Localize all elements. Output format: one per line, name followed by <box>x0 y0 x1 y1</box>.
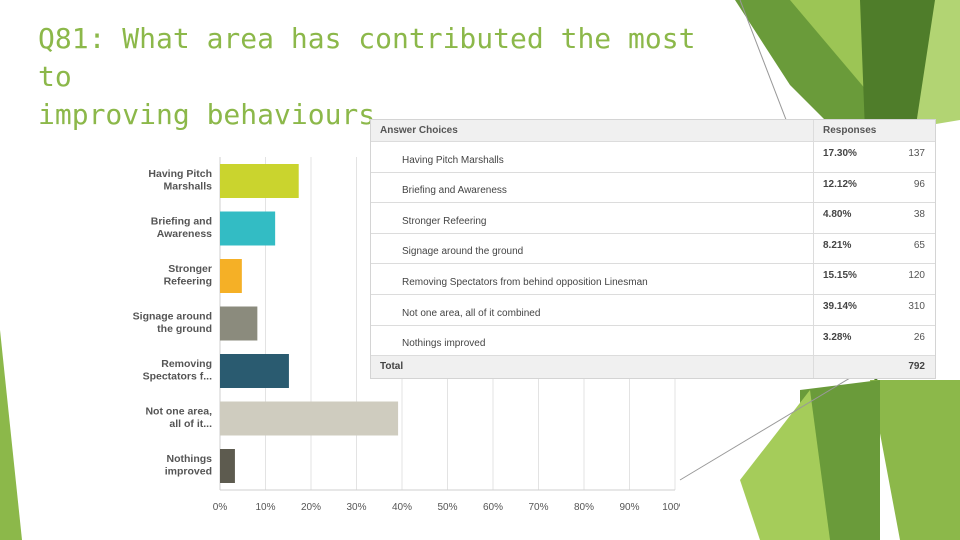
response-count: 120 <box>908 270 925 282</box>
x-tick-label: 90% <box>619 502 639 513</box>
category-label-line: the ground <box>157 323 212 335</box>
response-percent: 8.21% <box>823 239 852 251</box>
deco-left-triangle <box>0 330 22 540</box>
deco-right-lower <box>870 380 960 540</box>
response-percent: 4.80% <box>823 209 852 221</box>
bar <box>220 306 258 341</box>
table-row: Not one area, all of it combined 39.14% 31… <box>371 295 935 326</box>
category-label: Nothings improved <box>165 453 212 478</box>
category-label-line: Having Pitch <box>148 168 212 180</box>
answer-choice: Stronger Refeering <box>402 215 487 227</box>
x-tick-label: 20% <box>301 502 321 513</box>
total-value: 792 <box>908 361 925 372</box>
category-label-line: Briefing and <box>151 216 212 228</box>
bar <box>220 211 276 246</box>
response-count: 310 <box>908 301 925 312</box>
bar <box>220 164 299 198</box>
response-count: 137 <box>908 148 925 159</box>
table-header-row: Answer Choices Responses <box>371 120 935 142</box>
response-count: 65 <box>913 239 925 251</box>
category-label: Briefing and Awareness <box>151 216 212 241</box>
category-label-line: Stronger <box>168 263 212 275</box>
category-label-line: Signage around <box>133 311 212 323</box>
response-percent: 15.15% <box>823 270 857 282</box>
x-tick-label: 50% <box>437 502 457 513</box>
x-tick-label: 0% <box>213 502 228 513</box>
response-count: 26 <box>913 331 925 343</box>
response-percent: 39.14% <box>823 301 857 312</box>
table-total-row: Total 792 <box>371 356 935 378</box>
deco-line <box>679 359 881 481</box>
response-count: 96 <box>913 178 925 190</box>
category-label-line: Nothings <box>167 453 213 465</box>
answer-choice: Removing Spectators from behind oppositi… <box>402 276 648 288</box>
answer-choice: Not one area, all of it combined <box>402 307 541 319</box>
category-label-line: improved <box>165 466 212 478</box>
total-label: Total <box>380 361 404 372</box>
bar <box>220 449 235 483</box>
table-row: Stronger Refeering 4.80% 38 <box>371 203 935 234</box>
category-label: Stronger Refeering <box>164 263 212 288</box>
category-label-line: Removing <box>161 358 212 370</box>
table-row: Briefing and Awareness 12.12% 96 <box>371 172 935 204</box>
response-percent: 17.30% <box>823 148 857 159</box>
x-tick-label: 70% <box>528 502 548 513</box>
category-label-line: Awareness <box>157 228 212 240</box>
category-label: Removing Spectators f... <box>143 358 213 383</box>
response-percent: 3.28% <box>823 331 852 343</box>
header-answer-choices: Answer Choices <box>380 125 458 136</box>
x-tick-label: 80% <box>574 502 594 513</box>
x-tick-label: 60% <box>483 502 503 513</box>
slide-title-line2: improving behaviours <box>38 98 376 131</box>
bar <box>220 354 289 388</box>
header-responses: Responses <box>823 125 877 136</box>
table-row: Signage around the ground 8.21% 65 <box>371 233 935 265</box>
deco-line <box>739 0 791 131</box>
x-tick-label: 30% <box>346 502 366 513</box>
table-row: Nothings improved 3.28% 26 <box>371 325 935 357</box>
answer-choice: Signage around the ground <box>402 246 524 258</box>
deco-bottom-light <box>740 390 830 540</box>
x-tick-label: 100% <box>662 502 680 513</box>
answer-choice: Nothings improved <box>402 338 486 350</box>
table-row: Having Pitch Marshalls 17.30% 137 <box>371 142 935 173</box>
slide-title: Q81: What area has contributed the most … <box>38 20 718 134</box>
bar <box>220 259 242 293</box>
category-label-line: Not one area, <box>145 406 212 418</box>
bar <box>220 401 399 436</box>
category-label-line: Marshalls <box>164 181 213 193</box>
x-tick-label: 10% <box>255 502 275 513</box>
answer-choice: Briefing and Awareness <box>402 185 507 197</box>
category-label-line: all of it... <box>169 418 212 430</box>
category-label: Signage around the ground <box>133 311 212 336</box>
response-percent: 12.12% <box>823 178 857 190</box>
category-label: Not one area, all of it... <box>145 406 212 431</box>
category-label-line: Spectators f... <box>143 371 213 383</box>
category-label-line: Refeering <box>164 276 212 288</box>
category-label: Having Pitch Marshalls <box>148 168 212 193</box>
responses-table: Answer Choices Responses Having Pitch Ma… <box>370 119 936 379</box>
table-row: Removing Spectators from behind oppositi… <box>371 264 935 295</box>
slide-title-line1: Q81: What area has contributed the most … <box>38 22 696 93</box>
response-count: 38 <box>913 209 925 221</box>
x-tick-label: 40% <box>392 502 412 513</box>
answer-choice: Having Pitch Marshalls <box>402 154 504 166</box>
